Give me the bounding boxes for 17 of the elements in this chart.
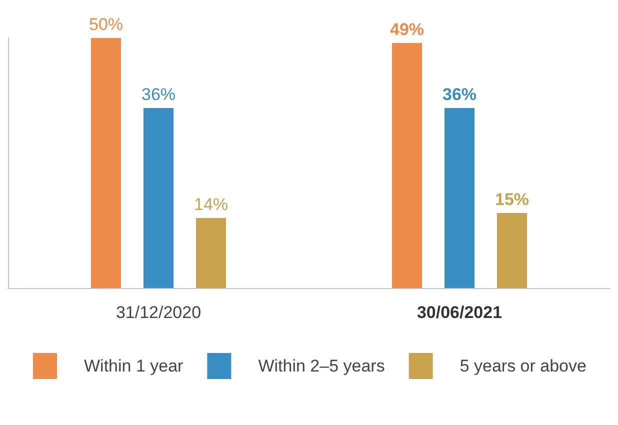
data-label: 50% bbox=[88, 15, 124, 34]
bar bbox=[392, 43, 422, 288]
x-tick-label: 31/12/2020 bbox=[116, 303, 202, 322]
legend-label: Within 1 year bbox=[84, 356, 184, 376]
bar bbox=[444, 108, 474, 288]
data-label: 15% bbox=[494, 190, 530, 209]
bar bbox=[497, 213, 527, 288]
legend-label: 5 years or above bbox=[460, 356, 586, 376]
data-label: 14% bbox=[194, 195, 228, 214]
data-label: 49% bbox=[390, 20, 424, 39]
bar bbox=[144, 108, 174, 288]
bar bbox=[196, 218, 226, 288]
data-label: 36% bbox=[141, 85, 176, 104]
legend-label: Within 2–5 years bbox=[258, 356, 385, 376]
data-label: 36% bbox=[442, 85, 477, 104]
x-tick-label: 30/06/2021 bbox=[416, 303, 502, 322]
bar bbox=[91, 38, 121, 288]
